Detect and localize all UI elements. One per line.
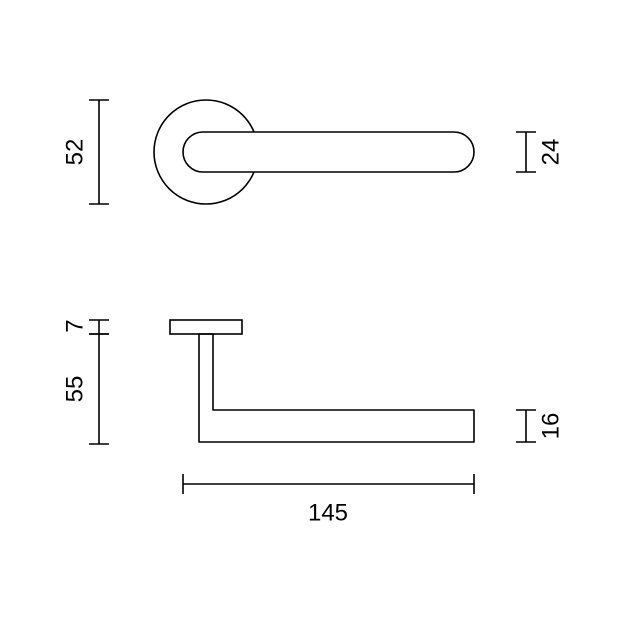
dim-label-lever_t: 16	[537, 413, 564, 440]
dim-label-length: 145	[308, 499, 348, 526]
lever-front	[183, 132, 474, 172]
side-view	[170, 320, 474, 442]
top-view	[154, 100, 474, 204]
dim-label-drop: 55	[61, 376, 88, 403]
dim-label-lever_h: 24	[537, 139, 564, 166]
base-plate	[170, 320, 242, 334]
lever-side-profile	[199, 334, 474, 442]
dim-label-rose_h: 52	[61, 139, 88, 166]
dim-label-plate_t: 7	[61, 319, 88, 332]
technical-drawing: 52 24 7 55 16 145	[0, 0, 640, 640]
